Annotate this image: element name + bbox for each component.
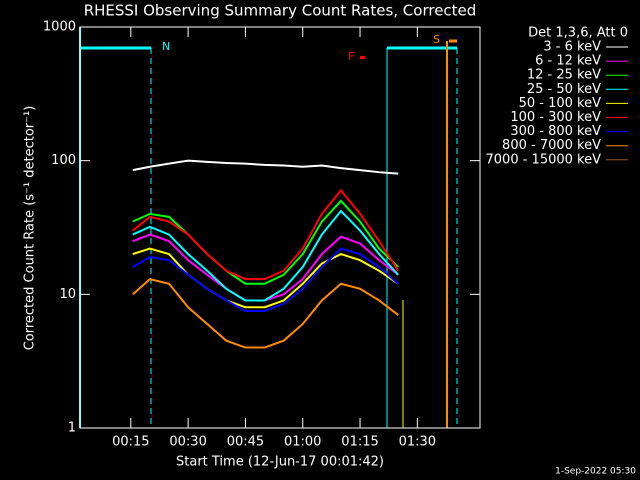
y-tick-label: 100 [51, 153, 76, 168]
series-line [132, 233, 399, 302]
annotation: F [348, 50, 354, 63]
x-tick-label: 00:45 [227, 435, 264, 450]
legend-title: Det 1,3,6, Att 0 [528, 26, 628, 41]
series-line [132, 159, 399, 175]
y-tick-label: 1 [68, 421, 76, 436]
x-tick-label: 00:15 [112, 435, 149, 450]
series-line [132, 199, 399, 285]
legend-label: 12 - 25 keV [527, 68, 601, 83]
legend-label: 3 - 6 keV [543, 40, 601, 55]
x-tick-label: 00:30 [169, 435, 206, 450]
chart-title: RHESSI Observing Summary Count Rates, Co… [84, 2, 477, 20]
series-line [132, 278, 399, 349]
y-axis-label: Corrected Count Rate (s⁻¹ detector⁻¹) [23, 106, 38, 351]
legend-label: 25 - 50 keV [527, 82, 601, 97]
legend-label: 6 - 12 keV [535, 54, 601, 69]
series-line [132, 209, 399, 302]
x-tick-label: 01:15 [341, 435, 378, 450]
y-tick-label: 10 [59, 287, 76, 302]
x-tick-label: 01:00 [284, 435, 321, 450]
legend-label: 7000 - 15000 keV [486, 152, 602, 167]
x-axis-label: Start Time (12-Jun-17 00:01:42) [176, 455, 384, 470]
legend-label: 800 - 7000 keV [502, 138, 601, 153]
annotation: S [433, 33, 440, 46]
series-line [132, 188, 400, 281]
timestamp: 1-Sep-2022 05:30 [555, 467, 636, 477]
y-tick-label: 1000 [43, 20, 76, 35]
series-line [132, 247, 399, 313]
annotation: N [162, 40, 170, 53]
x-tick-label: 01:30 [399, 435, 436, 450]
legend-label: 300 - 800 keV [510, 124, 601, 139]
legend-label: 50 - 100 keV [519, 96, 602, 111]
series-line [132, 247, 399, 309]
legend-label: 100 - 300 keV [510, 110, 601, 125]
plot-frame [79, 26, 481, 429]
